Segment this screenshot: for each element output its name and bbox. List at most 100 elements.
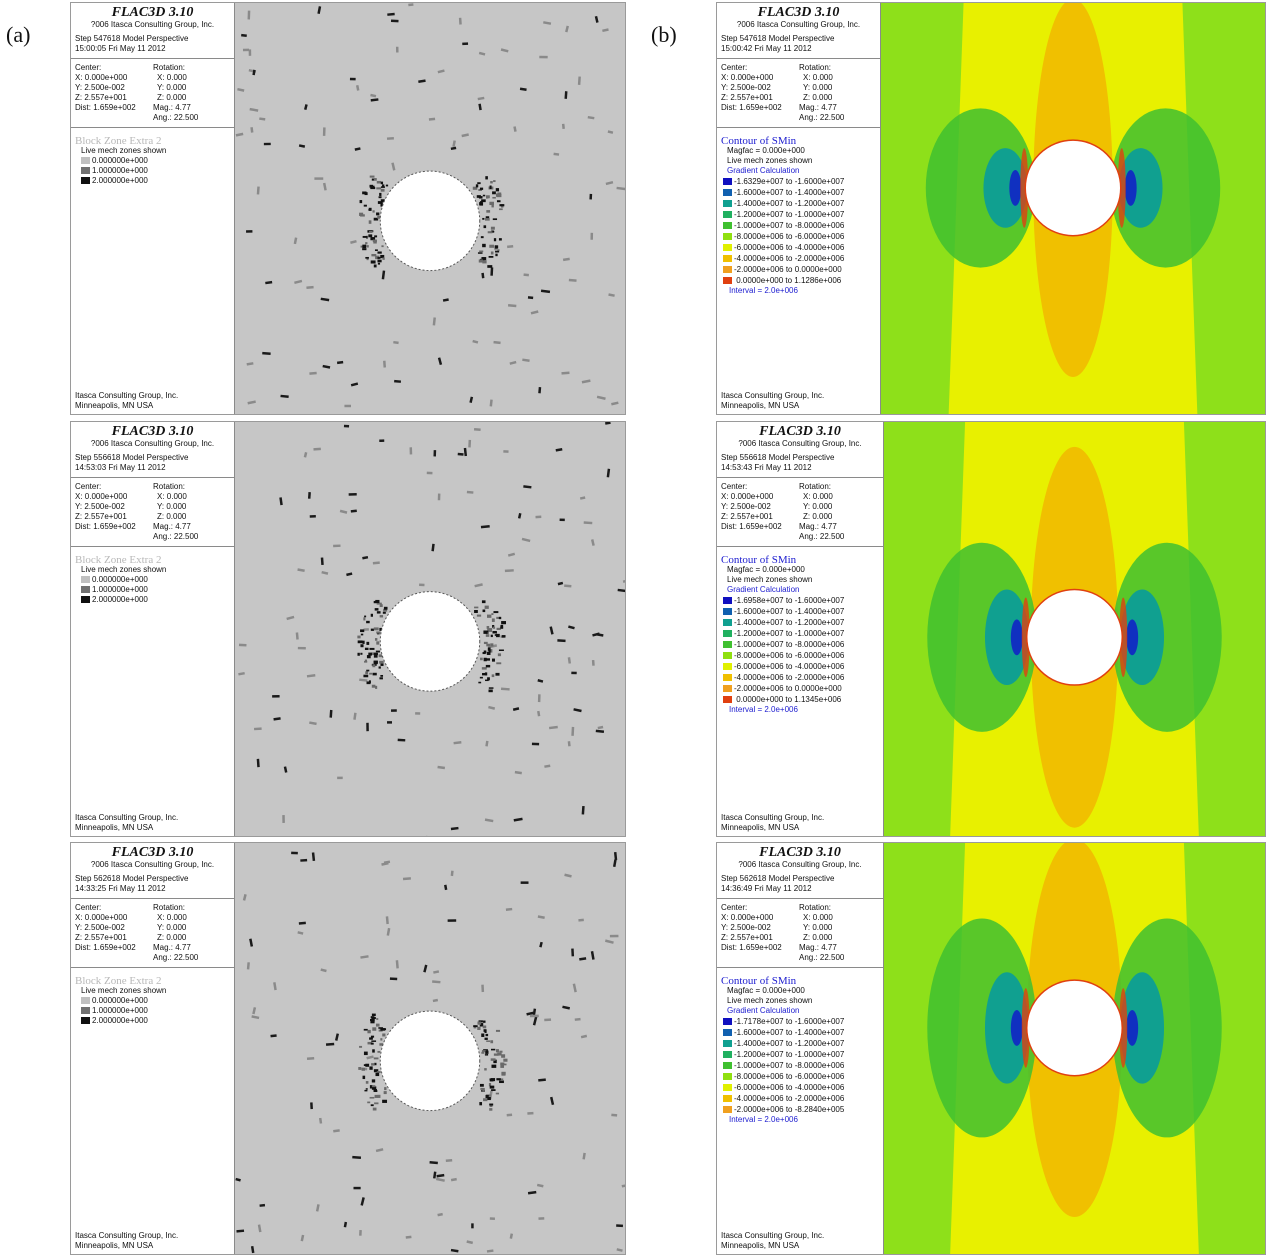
copyright-text: ?006 Itasca Consulting Group, Inc. [736, 20, 861, 29]
failed-zone [523, 485, 532, 489]
failed-zone [450, 146, 457, 151]
magfac-text: Magfac = 0.000e+000 [727, 986, 805, 995]
center-x: X: 0.000e+000 [721, 913, 774, 922]
failed-zone [321, 570, 329, 575]
failed-zone [317, 6, 322, 14]
damage-zone [376, 611, 381, 614]
damage-zone [491, 613, 494, 615]
rotation-y: Y: 0.000 [157, 923, 187, 932]
failed-zone [574, 1017, 581, 1021]
center-z: Z: 2.557e+001 [721, 512, 773, 521]
damage-zone [483, 630, 489, 633]
failed-zone [548, 725, 558, 730]
damage-zone [487, 628, 493, 631]
damage-zone [364, 1089, 368, 1092]
timestamp: 15:00:05 Fri May 11 2012 [75, 44, 166, 53]
failed-zone [272, 694, 280, 698]
failed-zone [254, 727, 262, 731]
damage-zone [493, 1053, 499, 1056]
legend-swatch [723, 1051, 732, 1059]
damage-zone [369, 672, 373, 675]
damage-zone [492, 196, 496, 199]
magfac-text: Magfac = 0.000e+000 [727, 146, 805, 155]
legend-swatch [81, 177, 90, 185]
damage-zone [498, 238, 502, 241]
legend-panel: FLAC3D 3.10 ?006 Itasca Consulting Group… [71, 422, 235, 836]
legend-item: -4.0000e+006 to -2.0000e+006 [723, 253, 876, 264]
damage-zone [488, 255, 494, 258]
damage-zone [378, 666, 381, 669]
failed-zone [444, 884, 448, 891]
legend-swatch [723, 685, 732, 693]
flac3d-view-a-1: FLAC3D 3.10 ?006 Itasca Consulting Group… [70, 2, 626, 415]
legend-item-label: 2.000000e+000 [92, 176, 148, 185]
legend-item: -1.0000e+007 to -8.0000e+006 [723, 639, 879, 650]
rotation-y: Y: 0.000 [157, 502, 187, 511]
damage-zone [360, 629, 365, 633]
failed-zone [616, 1248, 623, 1252]
damage-zone [367, 1029, 371, 1034]
failed-zone [531, 742, 540, 746]
failed-zone [472, 339, 479, 344]
view-parameters: Center: Rotation: X: 0.000e+000 X: 0.000… [721, 903, 879, 963]
damage-zone [486, 658, 490, 661]
damage-zone [481, 199, 486, 203]
damage-zone [374, 235, 378, 238]
legend-swatch [723, 1062, 732, 1070]
damage-zone [491, 674, 495, 678]
damage-zone [479, 1102, 483, 1106]
failed-zone [291, 851, 298, 855]
damage-zone [497, 653, 502, 657]
damage-zone [372, 210, 375, 213]
damage-zone [495, 188, 500, 192]
copyright-text: ?006 Itasca Consulting Group, Inc. [90, 20, 215, 29]
failed-zone [359, 1230, 362, 1236]
rotation-x: X: 0.000 [803, 913, 833, 922]
failed-zone [343, 424, 350, 428]
center-y: Y: 2.500e-002 [75, 923, 125, 932]
failed-zone [415, 712, 421, 715]
failed-zone [310, 1102, 313, 1110]
contour-band-teal [983, 148, 1028, 228]
rotation-y: Y: 0.000 [803, 923, 833, 932]
contour-band-blue [1126, 1010, 1139, 1046]
failed-zone [571, 948, 575, 957]
failed-zone [282, 815, 285, 823]
damage-zone [481, 1051, 485, 1054]
damage-zone [363, 617, 366, 621]
failed-zone [488, 705, 496, 710]
failed-zone [273, 717, 281, 721]
damage-zone [371, 1086, 377, 1090]
failed-zone [571, 726, 575, 736]
damage-zone [372, 1049, 375, 1053]
damage-zone [371, 178, 375, 181]
failed-zone [304, 104, 308, 111]
damage-zone [481, 667, 487, 670]
legend-item: -1.4000e+007 to -1.2000e+007 [723, 617, 879, 628]
failed-zone [242, 894, 247, 901]
damage-zone [489, 185, 492, 189]
damage-zone [487, 231, 493, 234]
failed-zone [337, 776, 343, 780]
damage-zone [375, 1023, 380, 1027]
legend-swatch [81, 997, 90, 1005]
rotation-label: Rotation: [799, 482, 832, 491]
divider [71, 58, 234, 59]
legend-item-label: -1.6000e+007 to -1.4000e+007 [734, 188, 845, 197]
failed-zone [391, 162, 396, 171]
damage-zone [372, 664, 376, 668]
damage-zone [366, 245, 369, 248]
failed-zone [283, 766, 288, 773]
failed-zone [490, 267, 494, 276]
damage-zone [365, 256, 369, 259]
damage-zone [366, 641, 370, 645]
failed-zone [334, 1033, 340, 1041]
failed-zone [480, 524, 490, 529]
failed-zone [450, 1248, 459, 1253]
damage-zone [379, 604, 383, 608]
damage-zone [487, 647, 491, 651]
distance: Dist: 1.659e+002 [721, 522, 782, 531]
center-z: Z: 2.557e+001 [75, 512, 127, 521]
damage-zone [490, 181, 493, 184]
center-y: Y: 2.500e-002 [75, 83, 125, 92]
